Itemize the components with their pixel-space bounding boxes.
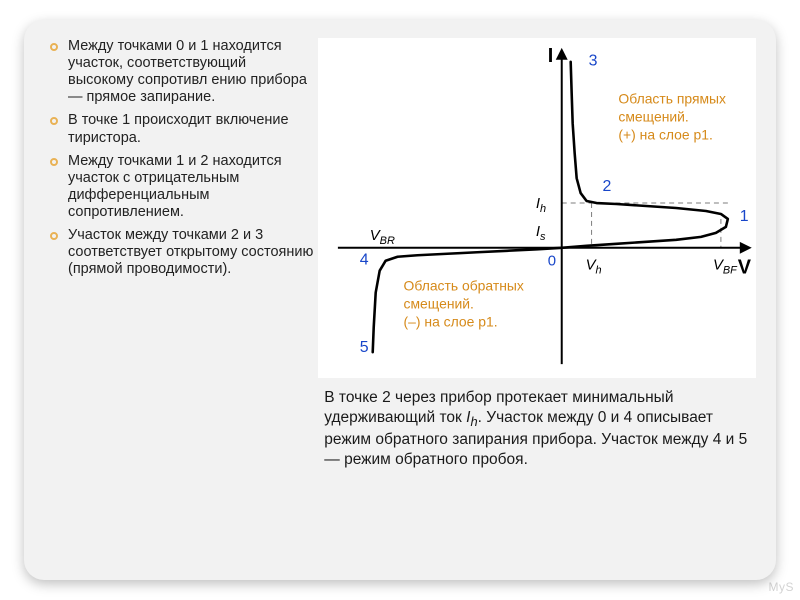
slide-root: Между точками 0 и 1 находится участок, с… — [0, 0, 800, 600]
svg-text:1: 1 — [740, 208, 749, 225]
svg-text:0: 0 — [548, 253, 556, 270]
svg-text:V: V — [738, 257, 752, 279]
svg-text:(–) на слое p1.: (–) на слое p1. — [404, 313, 498, 329]
left-column: Между точками 0 и 1 находится участок, с… — [50, 38, 318, 562]
iv-diagram: IV0VBFVhVBRIhIs12345Область прямыхсмещен… — [318, 38, 756, 378]
svg-text:4: 4 — [360, 252, 369, 269]
iv-svg: IV0VBFVhVBRIhIs12345Область прямыхсмещен… — [318, 38, 756, 378]
svg-text:(+) на слое p1.: (+) на слое p1. — [619, 126, 713, 142]
list-item: Между точками 1 и 2 находится участок с … — [50, 153, 314, 221]
list-item: В точке 1 происходит включение тиристора… — [50, 112, 314, 146]
svg-text:смещений.: смещений. — [404, 295, 474, 311]
svg-text:Область обратных: Область обратных — [404, 278, 524, 294]
svg-text:3: 3 — [589, 53, 598, 70]
watermark: MyS — [769, 580, 795, 594]
below-paragraph: В точке 2 через прибор протекает минимал… — [318, 388, 756, 470]
content-panel: Между точками 0 и 1 находится участок, с… — [24, 20, 776, 580]
right-column: IV0VBFVhVBRIhIs12345Область прямыхсмещен… — [318, 38, 756, 562]
ih-symbol: Ih — [466, 409, 478, 426]
svg-text:I: I — [548, 45, 554, 67]
svg-text:2: 2 — [603, 178, 612, 195]
svg-text:Область прямых: Область прямых — [619, 91, 727, 107]
svg-text:5: 5 — [360, 339, 369, 356]
svg-text:смещений.: смещений. — [619, 108, 689, 124]
bullet-list: Между точками 0 и 1 находится участок, с… — [50, 38, 314, 278]
list-item: Между точками 0 и 1 находится участок, с… — [50, 38, 314, 106]
list-item: Участок между точками 2 и 3 соответствуе… — [50, 227, 314, 278]
